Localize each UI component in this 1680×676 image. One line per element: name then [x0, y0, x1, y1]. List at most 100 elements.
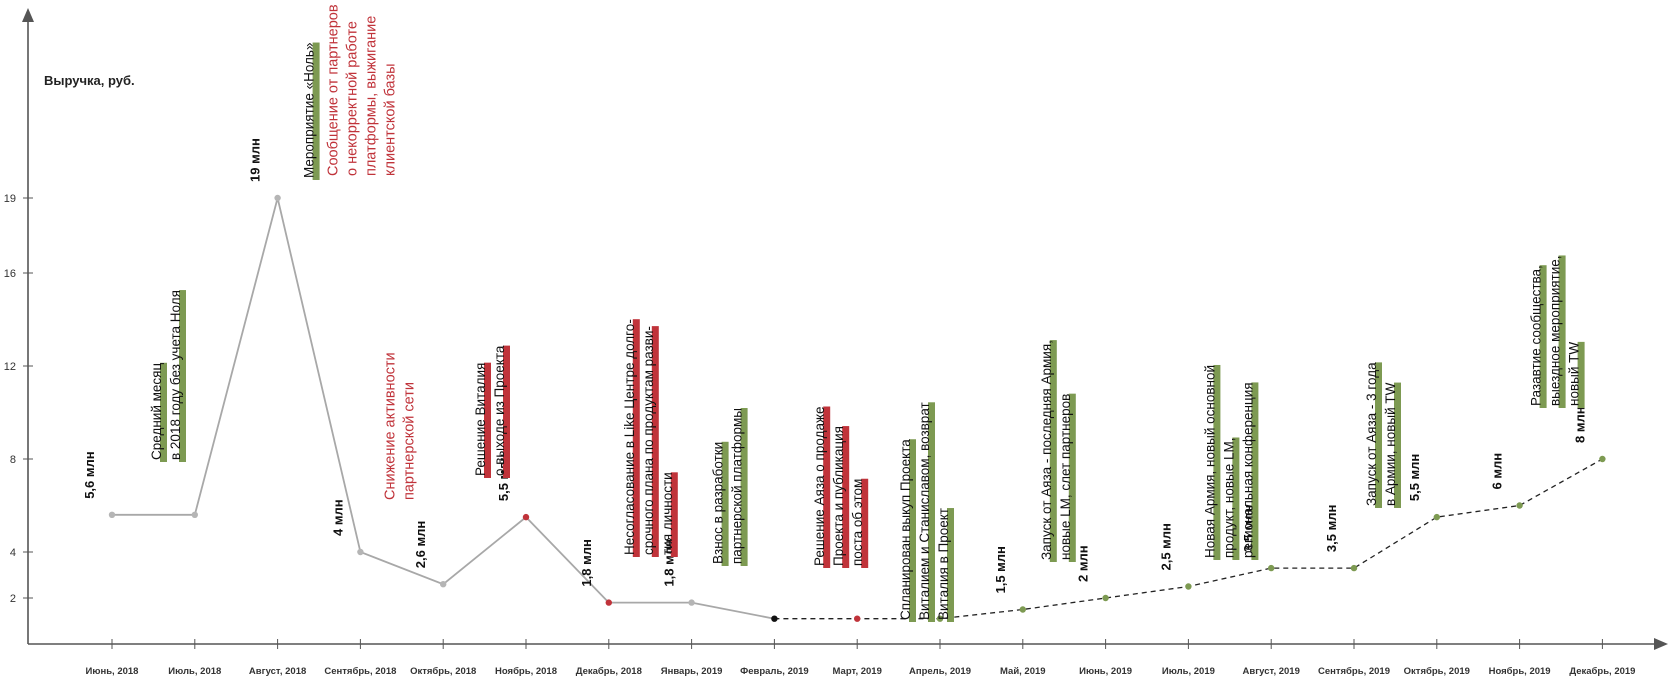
annotation-line: тия личности [660, 472, 675, 555]
annotation-line: в 2018 году без учета Ноля [168, 290, 183, 460]
annotation: Разавтие сообщества, выездное мероприятие… [1529, 255, 1585, 408]
annotation-line: Проекта и публикация [831, 426, 846, 566]
value-label: 2 млн [1076, 545, 1091, 582]
y-tick-label: 4 [10, 547, 16, 559]
annotation-line: поста об этом [850, 479, 865, 566]
data-point [771, 615, 778, 622]
annotation-highlight [947, 508, 954, 622]
value-label: 19 млн [248, 138, 263, 182]
value-label: 2,5 млн [1158, 523, 1173, 570]
data-point [1019, 606, 1026, 613]
y-ticks: 2 4 8 12 16 19 [4, 193, 33, 605]
data-points [108, 194, 1606, 622]
data-point [1433, 513, 1441, 521]
data-point [1185, 583, 1192, 590]
annotation-highlight [1251, 382, 1259, 560]
annotation-highlight [861, 478, 869, 568]
annotation-highlight [1068, 393, 1076, 562]
annotation-highlight [312, 42, 320, 180]
annotation-line: Несогласование в Like Центре долго- [622, 319, 637, 555]
annotation-line: Снижение активности [382, 352, 398, 500]
value-label: 5,6 млн [82, 451, 97, 498]
annotation-line: партнерской платформы [730, 408, 745, 564]
annotation-highlight [160, 362, 167, 462]
x-tick-label: Сентябрь, 2018 [324, 666, 396, 676]
x-tick-label: Июнь, 2019 [1079, 666, 1132, 676]
annotation-highlight [740, 408, 748, 566]
data-point [1102, 594, 1109, 602]
annotation: Решение Аяза о продаже Проекта и публикац… [812, 407, 869, 568]
x-tick-label: Декабрь, 2019 [1569, 666, 1635, 676]
annotation-line: Средний месяц [149, 363, 164, 460]
axes [22, 8, 1668, 650]
value-label: 2,6 млн [413, 521, 428, 568]
annotation-line: Решение Аяза о продаже [812, 407, 827, 567]
annotation: Запуск от Аяза - последняя Армия, новые L… [1039, 340, 1076, 562]
annotation-highlight [1539, 265, 1547, 408]
value-label: 8 млн [1572, 406, 1587, 443]
value-label: 1,8 млн [579, 539, 594, 586]
value-label: 3,5 млн [1324, 505, 1339, 552]
x-tick-label: Июль, 2019 [1162, 666, 1215, 676]
annotation-line: клиентской базы [383, 63, 399, 176]
x-tick-label: Май, 2019 [1000, 666, 1046, 676]
x-tick-label: Февраль, 2019 [740, 666, 809, 676]
annotation-line: Новая Армия, новый основной [1202, 365, 1217, 558]
data-point [1268, 564, 1275, 572]
data-point [440, 581, 447, 588]
y-tick-label: 19 [4, 193, 16, 205]
x-tick-label: Октябрь, 2019 [1404, 666, 1470, 676]
annotation-line: Спланирован выкуп Проекта [898, 439, 913, 620]
data-point [274, 194, 281, 202]
annotation-line: Решение Виталия [473, 363, 488, 476]
x-tick-label: Декабрь, 2018 [576, 666, 642, 676]
x-tick-label: Март, 2019 [833, 666, 882, 676]
y-tick-label: 16 [4, 268, 16, 280]
annotation-highlight [632, 319, 640, 557]
annotation-highlight [1558, 255, 1566, 408]
annotation: Спланирован выкуп Проекта Виталием и Стан… [898, 402, 954, 622]
y-axis-arrow [22, 8, 34, 22]
annotation-line: Разавтие сообщества, [1529, 265, 1544, 406]
annotation-highlight [484, 362, 491, 478]
annotation-line: платформы, выжигание [364, 16, 380, 176]
annotation-highlight [651, 326, 659, 557]
x-tick-label: Ноябрь, 2018 [495, 666, 557, 676]
annotation: Сообщение от партнеров о некорректной раб… [326, 4, 399, 176]
value-label: 1,5 млн [993, 546, 1008, 593]
x-tick-label: Октябрь, 2018 [410, 666, 476, 676]
annotation-line: Запуск от Аяза - 3 года [1364, 362, 1379, 506]
annotation-line: выездное мероприятие, [1548, 255, 1563, 406]
annotation-highlight [1049, 340, 1057, 562]
annotation-highlight [503, 345, 510, 478]
x-tick-label: Январь, 2019 [661, 666, 723, 676]
annotation: Мероприятие «Ноль» [302, 43, 320, 180]
data-point [854, 615, 861, 622]
annotation-line: Взнос в разработки [711, 442, 726, 564]
y-axis-title: Выручка, руб. [44, 73, 135, 88]
annotation-highlight [1394, 382, 1401, 508]
value-label: 6 млн [1490, 453, 1505, 490]
annotation-highlight [842, 426, 850, 568]
annotation: Новая Армия, новый основной продукт, новы… [1202, 365, 1259, 560]
x-tick-label: Сентябрь, 2019 [1318, 666, 1390, 676]
x-ticks: Июнь, 2018 Июль, 2018 Август, 2018 Сентябрь… [86, 639, 1635, 676]
x-tick-label: Август, 2019 [1243, 666, 1300, 676]
annotation-line: Мероприятие «Ноль» [302, 43, 317, 178]
y-tick-label: 2 [10, 593, 16, 605]
data-point [688, 599, 695, 606]
annotation-highlight [928, 402, 935, 622]
data-point [936, 615, 944, 622]
data-point [522, 513, 530, 521]
annotation: Несогласование в Like Центре долго-срочн… [622, 319, 678, 557]
annotation-line: новый TW [1567, 342, 1582, 406]
y-tick-label: 12 [4, 361, 16, 373]
annotation: Снижение активности партнерской сети [382, 352, 417, 500]
annotation-line: партнерской сети [401, 382, 417, 500]
annotation-line: Сообщение от партнеров [326, 4, 342, 176]
annotation: Взнос в разработки партнерской платформы [711, 408, 748, 566]
x-tick-label: Июль, 2018 [168, 666, 221, 676]
x-tick-label: Ноябрь, 2019 [1489, 666, 1551, 676]
annotation: Решение Виталия о выходе из Проекта [473, 345, 510, 478]
